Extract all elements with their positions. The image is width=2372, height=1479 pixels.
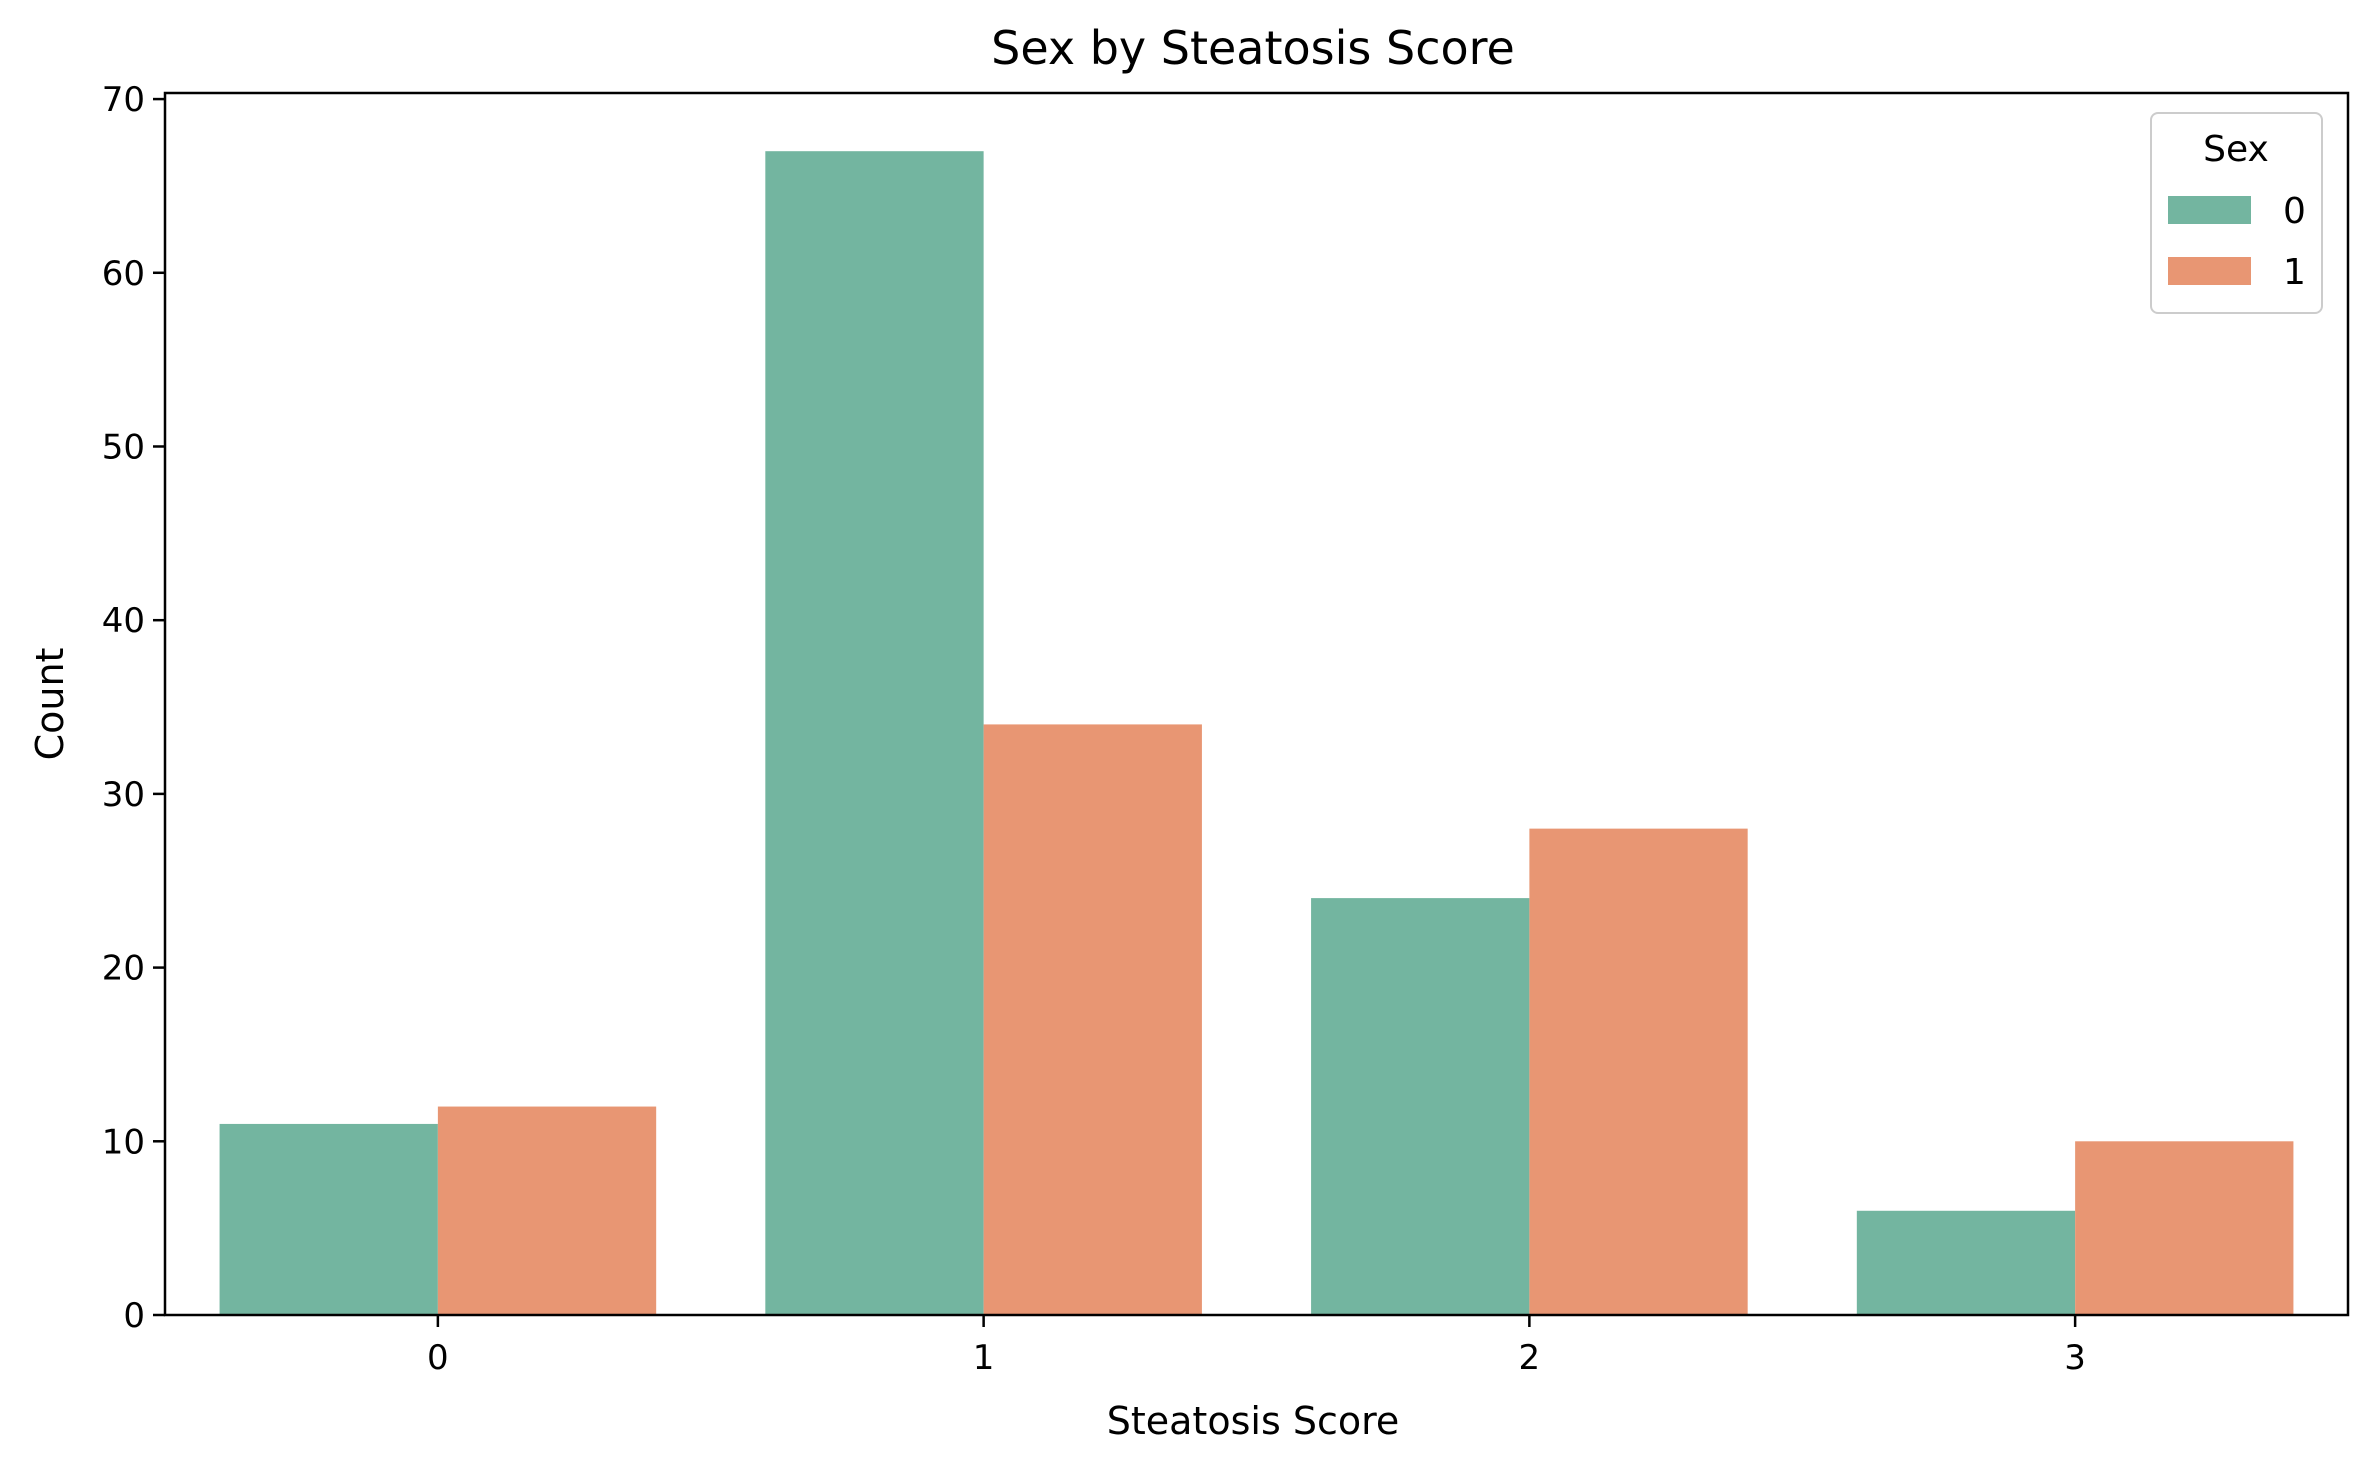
legend-swatch-sex-1 [2168,257,2251,285]
x-tick-label: 3 [2064,1338,2086,1378]
y-tick-label: 30 [102,775,145,815]
x-axis-label: Steatosis Score [1107,1399,1400,1443]
y-tick-label: 0 [123,1296,145,1336]
legend-items: 01 [2168,191,2306,293]
legend-swatch-sex-0 [2168,196,2251,224]
bar-sex-1-score-2 [1529,828,1748,1315]
legend-label-sex-1: 1 [2283,252,2306,293]
legend-label-sex-0: 0 [2283,191,2306,232]
bar-sex-1-score-1 [983,724,1202,1315]
plot-frame [163,91,2350,1317]
x-tick-label: 2 [1519,1338,1541,1378]
bar-sex-1-score-3 [2075,1141,2294,1315]
legend-title: Sex [2203,129,2269,170]
bar-sex-0-score-0 [219,1123,438,1315]
chart-title: Sex by Steatosis Score [991,21,1515,75]
bar-sex-1-score-0 [437,1106,657,1315]
bar-sex-0-score-1 [765,151,984,1316]
x-tick-label: 0 [427,1338,449,1378]
bar-sex-0-score-2 [1311,898,1530,1315]
x-axis: 0 1 2 3 [427,1315,2086,1378]
bar-sex-0-score-3 [1856,1210,2076,1315]
x-tick-label: 1 [973,1338,995,1378]
y-tick-label: 50 [102,427,145,467]
y-tick-label: 70 [102,80,145,120]
bars-layer [219,151,2294,1316]
legend: Sex 01 [2150,112,2323,314]
y-tick-label: 40 [102,601,145,641]
y-tick-label: 20 [102,949,145,989]
y-tick-label: 10 [102,1122,145,1162]
y-axis: 0 10 20 30 40 50 60 70 [102,80,165,1336]
y-tick-label: 60 [102,254,145,294]
y-axis-label: Count [28,648,72,761]
